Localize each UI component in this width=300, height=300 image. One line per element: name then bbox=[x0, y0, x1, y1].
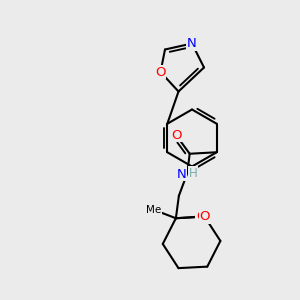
Text: Me: Me bbox=[146, 205, 161, 215]
Text: N: N bbox=[177, 168, 187, 181]
Text: O: O bbox=[155, 65, 166, 79]
Text: O: O bbox=[200, 210, 210, 223]
Text: N: N bbox=[187, 37, 197, 50]
Text: O: O bbox=[196, 210, 206, 223]
Text: H: H bbox=[189, 167, 198, 180]
Text: O: O bbox=[172, 129, 182, 142]
